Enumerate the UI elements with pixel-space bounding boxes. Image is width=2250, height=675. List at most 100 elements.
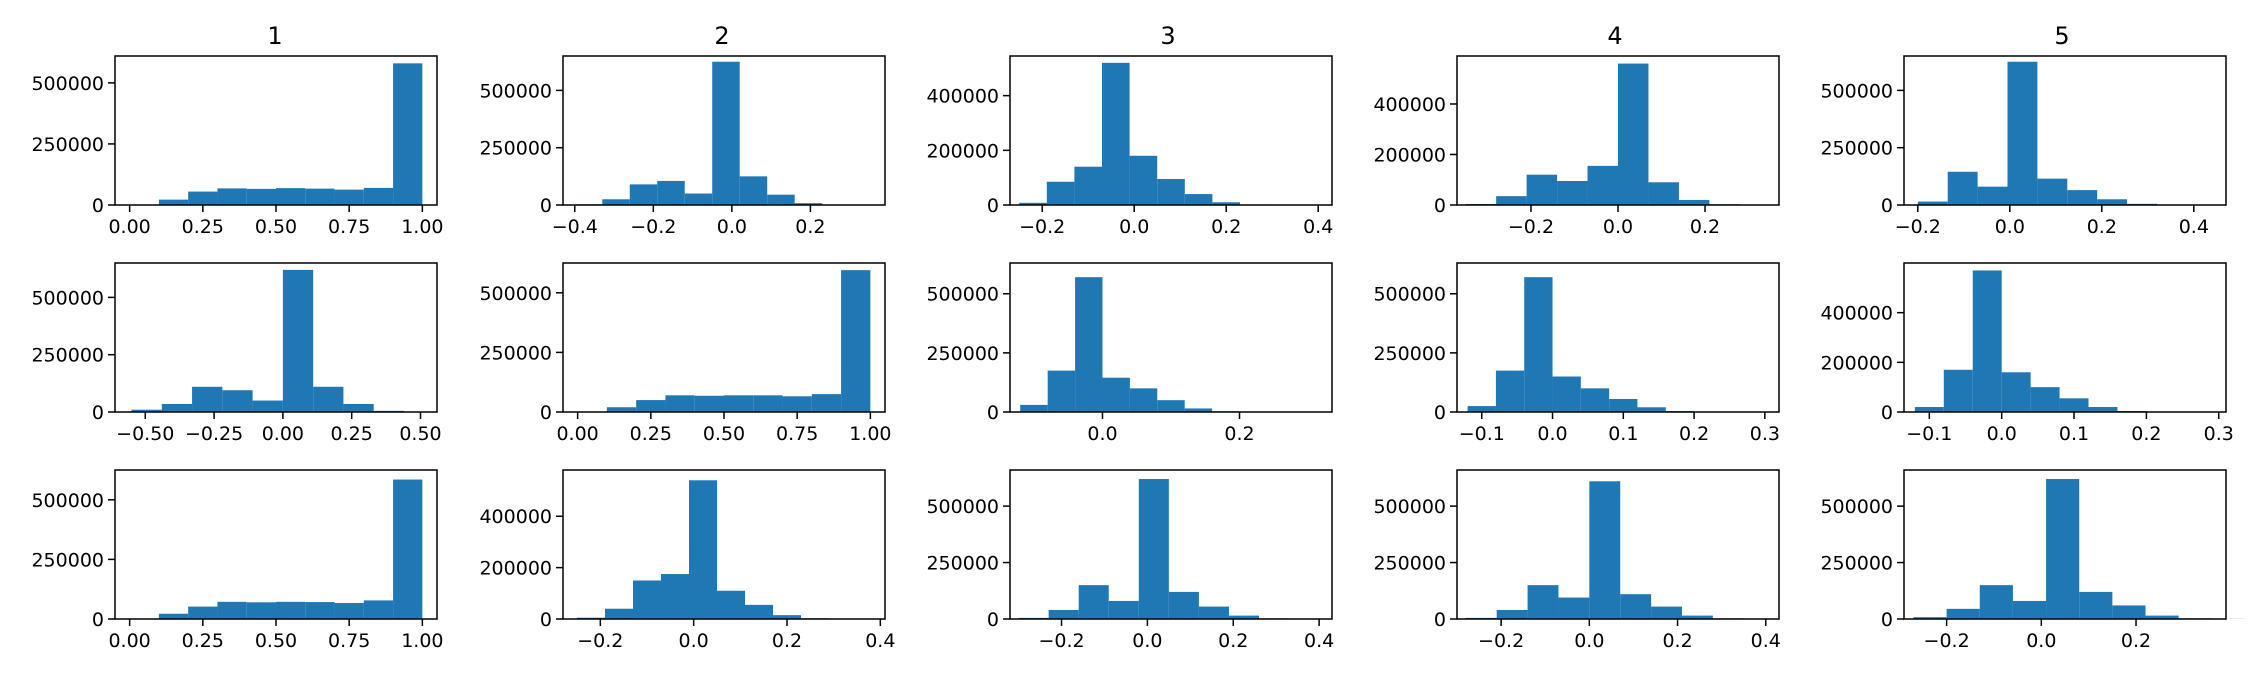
histogram-bar <box>158 199 189 205</box>
y-tick-label: 0 <box>540 195 552 217</box>
y-tick-label: 400000 <box>926 86 999 108</box>
histogram-bar <box>745 604 773 619</box>
x-tick-label: 0.2 <box>795 216 825 238</box>
histogram-bar <box>1587 165 1618 205</box>
axes-frame <box>1456 262 1780 413</box>
histogram-bar <box>158 613 189 619</box>
y-tick-label: 500000 <box>31 490 104 512</box>
axes-frame <box>562 55 886 206</box>
y-tick-label: 250000 <box>1820 553 1893 575</box>
histogram-bar <box>1526 174 1558 205</box>
x-tick-label: −0.2 <box>1038 630 1084 652</box>
histogram-panel-r2c4: −0.1 0.0 0.1 0.2 0.3 0 250000 500000 <box>1373 262 1780 445</box>
histogram-bar <box>782 396 812 412</box>
histogram-bar <box>689 480 717 619</box>
histogram-bar <box>334 189 364 205</box>
y-tick-label: 0 <box>92 609 104 631</box>
x-tick-label: 0.0 <box>1537 423 1567 445</box>
histogram-bar <box>334 603 364 619</box>
histogram-bar <box>724 395 754 412</box>
y-tick-label: 0 <box>987 609 999 631</box>
histogram-bar <box>1648 182 1679 205</box>
x-tick-label: 0.0 <box>1119 216 1149 238</box>
column-title-5: 5 <box>2054 22 2069 50</box>
y-tick-label: 250000 <box>31 345 104 367</box>
x-tick-label: 0.0 <box>679 630 709 652</box>
x-tick-label: 0.2 <box>1662 630 1692 652</box>
x-tick-label: 0.0 <box>1987 423 2017 445</box>
y-tick-label: 250000 <box>1373 553 1446 575</box>
histogram-bar <box>1075 277 1103 412</box>
histogram-bar <box>1078 585 1109 619</box>
histogram-bar <box>1620 594 1652 619</box>
histogram-bar <box>1184 194 1213 205</box>
histogram-bar <box>217 601 247 619</box>
y-tick-label: 400000 <box>1373 94 1446 116</box>
histogram-bar <box>1138 479 1169 619</box>
histogram-bar <box>636 400 666 412</box>
histogram-bar <box>2097 199 2128 205</box>
histogram-bar <box>1609 398 1638 412</box>
histogram-bar <box>1977 186 2008 205</box>
histogram-bar <box>1637 407 1666 412</box>
y-tick-label: 500000 <box>479 283 552 305</box>
histogram-bar <box>2079 591 2113 619</box>
y-tick-label: 0 <box>92 402 104 424</box>
histogram-bar <box>246 602 276 619</box>
histogram-bar <box>131 409 162 412</box>
axes-frame <box>1903 469 2227 620</box>
histogram-panel-r3c1: 0.00 0.25 0.50 0.75 1.00 0 250000 500000 <box>31 469 444 652</box>
x-tick-label: −0.4 <box>552 216 598 238</box>
x-tick-label: 0.3 <box>1750 423 1780 445</box>
histogram-bar <box>2012 600 2047 619</box>
axes-frame <box>562 262 886 413</box>
y-tick-label: 500000 <box>1820 496 1893 518</box>
histogram-panel-r3c3: −0.2 0.0 0.2 0.4 0 250000 500000 <box>926 469 1334 652</box>
histogram-bar <box>1681 615 1713 619</box>
histogram-bar <box>1527 585 1559 619</box>
histogram-bar <box>1972 270 2002 412</box>
x-tick-label: 0.50 <box>703 423 745 445</box>
histogram-bar <box>684 193 713 205</box>
axes-frame <box>1456 469 1780 620</box>
x-tick-label: 0.1 <box>2059 423 2089 445</box>
histogram-bar <box>811 394 842 412</box>
histogram-bar <box>1212 202 1240 205</box>
histogram-bar <box>276 601 306 619</box>
column-titles: 1 2 3 4 5 <box>267 22 2069 50</box>
axes-frame <box>1009 469 1333 620</box>
x-tick-label: 0.50 <box>399 423 441 445</box>
y-tick-label: 500000 <box>479 80 552 102</box>
histogram-bar <box>2030 387 2060 412</box>
histogram-bar <box>739 176 768 205</box>
histogram-bar <box>1589 481 1621 619</box>
histogram-bar <box>606 407 637 412</box>
x-tick-label: 0.2 <box>2087 216 2117 238</box>
histogram-bar <box>1020 404 1048 412</box>
histogram-bar <box>629 184 658 205</box>
x-tick-label: 0.0 <box>2026 630 2056 652</box>
histogram-bar <box>393 63 423 205</box>
histogram-bar <box>2059 398 2089 412</box>
histogram-bar <box>1914 407 1944 412</box>
y-tick-label: 0 <box>1881 609 1893 631</box>
histogram-bar <box>712 61 740 206</box>
y-tick-label: 0 <box>540 402 552 424</box>
histogram-bar <box>1157 400 1185 412</box>
histogram-panel-r3c4: −0.2 0.0 0.2 0.4 0 250000 500000 <box>1373 469 1781 652</box>
histogram-bar <box>633 580 661 619</box>
column-title-2: 2 <box>714 22 729 50</box>
histogram-bar <box>282 269 314 412</box>
y-tick-label: 0 <box>1434 195 1446 217</box>
x-tick-label: 0.25 <box>182 630 224 652</box>
histogram-bar <box>841 270 871 412</box>
x-tick-label: 0.00 <box>262 423 304 445</box>
histogram-bar <box>363 600 394 619</box>
histogram-bar <box>661 574 689 619</box>
histogram-bar <box>2001 372 2031 412</box>
histogram-bar <box>1917 201 1948 205</box>
histogram-bar <box>1157 179 1185 205</box>
histogram-bar <box>1495 370 1525 412</box>
x-tick-label: 0.0 <box>1995 216 2025 238</box>
